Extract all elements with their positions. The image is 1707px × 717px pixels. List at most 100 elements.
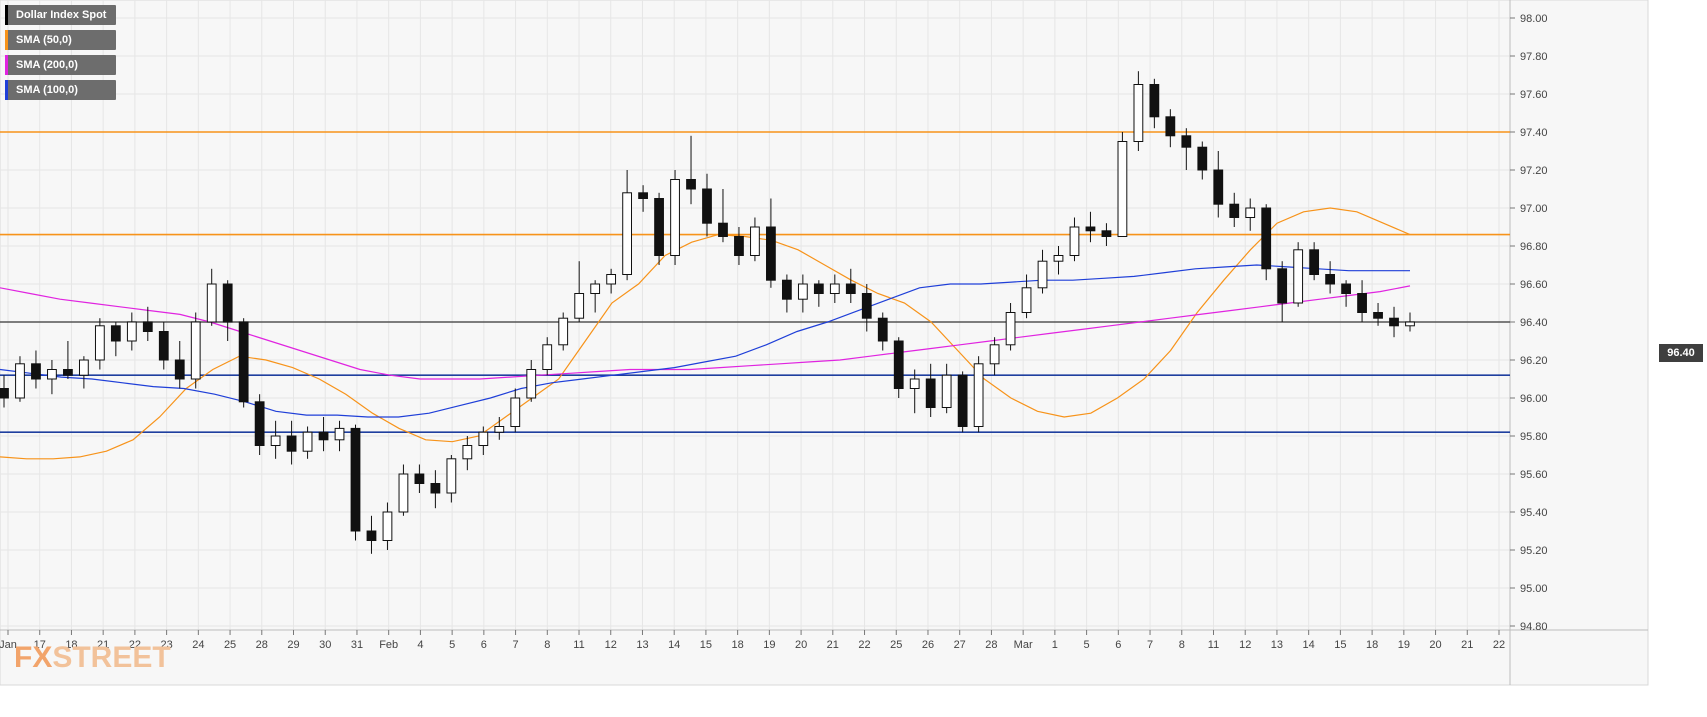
- candle-body: [1325, 274, 1336, 285]
- candle-body: [430, 483, 441, 494]
- x-tick-label: 21: [1461, 639, 1473, 651]
- candle-body: [1165, 116, 1176, 137]
- candle-body: [110, 325, 121, 342]
- legend-label: SMA (200,0): [16, 59, 78, 71]
- x-axis-ticks: Jan 17 18 21 22 23 24 25 28 29 30 31 Feb 4 5 6 7 8 11 12 13 1…: [0, 630, 1505, 651]
- candle-body: [526, 369, 537, 399]
- candle-body: [206, 283, 217, 323]
- candle-body: [270, 435, 281, 446]
- candle-body: [1037, 260, 1048, 289]
- legend-swatch: [5, 5, 8, 25]
- candle-body: [15, 363, 25, 399]
- x-tick-label: 18: [1366, 639, 1378, 651]
- horizontal-levels: [0, 131, 1510, 434]
- x-tick-label: 8: [1179, 639, 1185, 651]
- x-tick-label: 11: [1208, 639, 1219, 651]
- candle-body: [702, 188, 712, 224]
- y-tick-label: 94.80: [1520, 621, 1548, 633]
- x-tick-label: 1: [1052, 639, 1058, 651]
- x-tick-label: 8: [544, 639, 550, 651]
- y-tick-label: 95.00: [1520, 583, 1548, 595]
- x-tick-label: 11: [573, 639, 584, 651]
- x-tick-label: 6: [481, 639, 487, 651]
- candle-body: [238, 321, 249, 403]
- y-tick-label: 96.60: [1520, 279, 1548, 291]
- x-tick-label: Jan: [0, 639, 17, 651]
- x-tick-label: Mar: [1014, 639, 1033, 651]
- candle-body: [1149, 84, 1160, 118]
- candle-body: [142, 321, 153, 332]
- fxstreet-logo: FXSTREET: [14, 641, 171, 675]
- logo-fx: FX: [14, 641, 53, 674]
- candle-body: [222, 283, 233, 323]
- candle-body: [334, 427, 345, 441]
- candle-body: [318, 431, 329, 441]
- candle-body: [1117, 141, 1128, 237]
- y-tick-label: 96.20: [1520, 355, 1548, 367]
- candle-body: [1229, 203, 1240, 218]
- candle-body: [813, 283, 824, 294]
- candle-body: [590, 283, 601, 294]
- candle-body: [957, 374, 968, 428]
- x-tick-label: 30: [319, 639, 331, 651]
- y-tick-label: 96.00: [1520, 393, 1548, 405]
- x-tick-label: 18: [65, 639, 77, 651]
- y-tick-label: 98.00: [1520, 13, 1548, 25]
- x-tick-label: 19: [1398, 639, 1410, 651]
- candle-body: [302, 431, 313, 452]
- candle-body: [893, 340, 904, 389]
- y-tick-label: 95.20: [1520, 545, 1548, 557]
- candle-body: [414, 473, 425, 484]
- candle-body: [94, 325, 105, 361]
- legend-swatch: [5, 30, 8, 50]
- candle-body: [1197, 146, 1208, 171]
- y-tick-label: 96.80: [1520, 241, 1548, 253]
- legend-item-sma200[interactable]: SMA (200,0): [5, 55, 117, 75]
- x-tick-label: 14: [1303, 639, 1315, 651]
- candle-body: [63, 369, 73, 376]
- candle-body: [286, 435, 297, 452]
- x-tick-label: 4: [417, 639, 423, 651]
- candle-body: [1389, 317, 1399, 327]
- x-tick-label: Feb: [379, 639, 398, 651]
- legend-item-sma50[interactable]: SMA (50,0): [5, 30, 117, 50]
- candle-body: [829, 283, 840, 294]
- candle-body: [718, 222, 728, 237]
- candle-body: [734, 236, 744, 256]
- last-price-tag: 96.40: [1659, 344, 1703, 362]
- candle-body: [478, 431, 489, 447]
- candle-body: [574, 293, 585, 319]
- candle-body: [1021, 287, 1032, 313]
- candle-body: [510, 397, 521, 427]
- candle-body: [670, 179, 680, 256]
- x-tick-label: 14: [668, 639, 680, 651]
- candle-body: [797, 283, 808, 300]
- x-tick-label: 6: [1115, 639, 1121, 651]
- x-tick-label: 22: [1493, 639, 1505, 651]
- candle-body: [558, 317, 569, 346]
- sma-line: [0, 264, 1410, 418]
- y-tick-label: 97.00: [1520, 203, 1548, 215]
- x-tick-label: 12: [1239, 639, 1251, 651]
- candle-body: [1309, 249, 1320, 276]
- y-tick-label: 95.40: [1520, 507, 1548, 519]
- candles: [0, 71, 1415, 554]
- candle-body: [925, 378, 936, 408]
- y-tick-label: 97.80: [1520, 51, 1548, 63]
- x-tick-label: 20: [1429, 639, 1441, 651]
- x-tick-label: 21: [97, 639, 109, 651]
- candle-body: [845, 283, 856, 294]
- y-tick-label: 97.60: [1520, 89, 1548, 101]
- candle-body: [382, 511, 393, 541]
- legend-swatch: [5, 80, 8, 100]
- x-tick-label: 20: [795, 639, 807, 651]
- legend-item-sma100[interactable]: SMA (100,0): [5, 80, 117, 100]
- x-tick-label: 28: [256, 639, 268, 651]
- legend-item-price[interactable]: Dollar Index Spot: [5, 5, 117, 25]
- candle-body: [989, 344, 1000, 365]
- x-tick-label: 5: [1084, 639, 1090, 651]
- sma-line: [0, 285, 1411, 380]
- x-tick-label: 31: [351, 639, 363, 651]
